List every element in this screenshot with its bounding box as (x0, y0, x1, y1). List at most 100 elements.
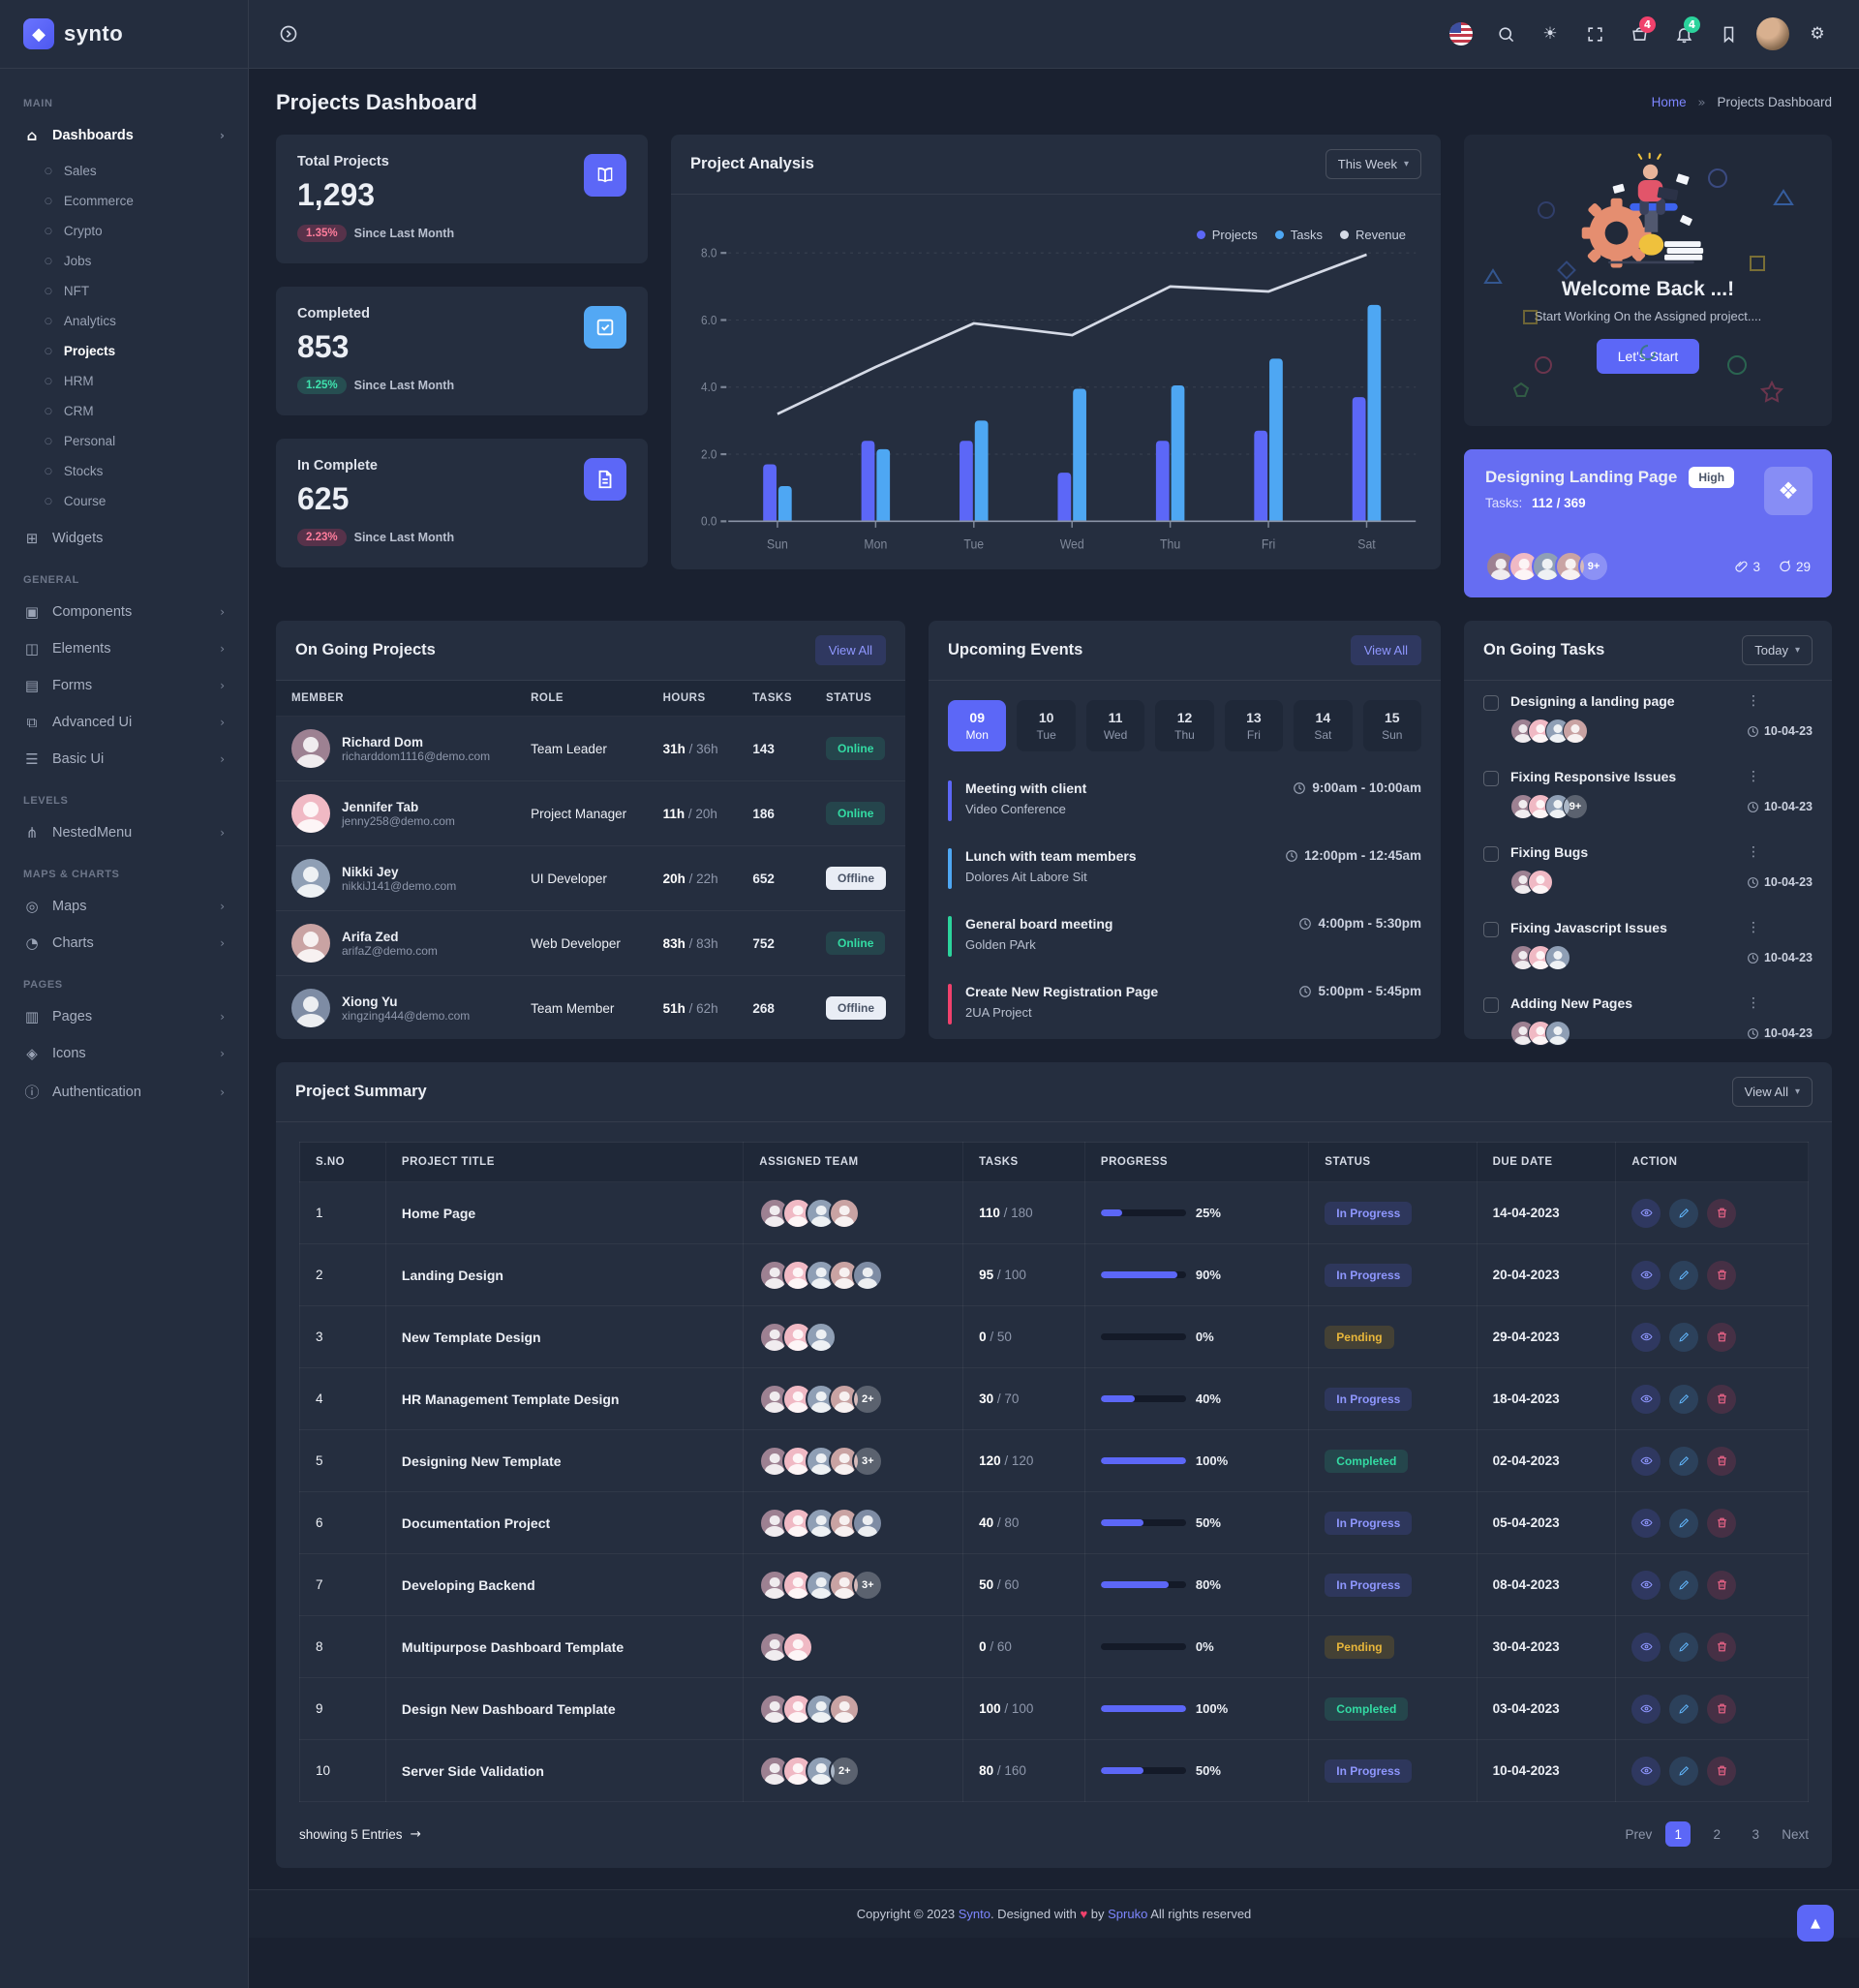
delete-button[interactable] (1707, 1632, 1737, 1662)
sidebar-item-advanced-ui[interactable]: ⧉ Advanced Ui › (0, 704, 248, 741)
event-date-10[interactable]: 10 Tue (1017, 700, 1076, 751)
view-button[interactable] (1631, 1508, 1661, 1538)
edit-button[interactable] (1669, 1322, 1699, 1352)
view-button[interactable] (1631, 1756, 1661, 1786)
pagination-page-3[interactable]: 3 (1752, 1826, 1759, 1842)
view-button[interactable] (1631, 1384, 1661, 1414)
delete-button[interactable] (1707, 1384, 1737, 1414)
edit-button[interactable] (1669, 1446, 1699, 1476)
footer-vendor-link[interactable]: Spruko (1108, 1907, 1148, 1921)
sidebar-item-elements[interactable]: ◫ Elements › (0, 630, 248, 667)
sidebar-item-basic-ui[interactable]: ☰ Basic Ui › (0, 741, 248, 778)
topbar: ☀ 4 4 ⚙ (249, 0, 1859, 69)
summary-view-all-select[interactable]: View All ▾ (1731, 1077, 1813, 1107)
sidebar-item-dashboards[interactable]: ⌂ Dashboards › (0, 117, 248, 154)
sidebar-subitem-stocks[interactable]: ○ Stocks (0, 456, 248, 486)
delete-button[interactable] (1707, 1508, 1737, 1538)
view-button[interactable] (1631, 1198, 1661, 1228)
task-checkbox[interactable] (1483, 922, 1499, 937)
delete-button[interactable] (1707, 1756, 1737, 1786)
task-checkbox[interactable] (1483, 695, 1499, 711)
view-button[interactable] (1631, 1446, 1661, 1476)
edit-button[interactable] (1669, 1198, 1699, 1228)
edit-button[interactable] (1669, 1260, 1699, 1290)
sidebar-item-pages[interactable]: ▥ Pages › (0, 998, 248, 1035)
edit-button[interactable] (1669, 1632, 1699, 1662)
kebab-menu-icon[interactable]: ⋮ (1746, 995, 1760, 1011)
ongoing-projects-view-all-button[interactable]: View All (814, 635, 886, 665)
scroll-to-top-button[interactable]: ▲ (1797, 1905, 1834, 1942)
sidebar-subitem-ecommerce[interactable]: ○ Ecommerce (0, 186, 248, 216)
edit-button[interactable] (1669, 1694, 1699, 1724)
pagination-prev[interactable]: Prev (1625, 1826, 1653, 1842)
sidebar-item-widgets[interactable]: ⊞ Widgets (0, 520, 248, 557)
edit-button[interactable] (1669, 1384, 1699, 1414)
breadcrumb-home[interactable]: Home (1651, 95, 1687, 109)
user-avatar[interactable] (1754, 15, 1791, 52)
language-flag-icon[interactable] (1443, 15, 1479, 52)
sidebar-item-authentication[interactable]: ⓘ Authentication › (0, 1072, 248, 1112)
task-checkbox[interactable] (1483, 997, 1499, 1013)
tasks-period-select[interactable]: Today ▾ (1742, 635, 1813, 665)
task-checkbox[interactable] (1483, 771, 1499, 786)
sidebar-subitem-personal[interactable]: ○ Personal (0, 426, 248, 456)
edit-button[interactable] (1669, 1570, 1699, 1600)
chart-period-select[interactable]: This Week ▾ (1325, 149, 1421, 179)
delete-button[interactable] (1707, 1198, 1737, 1228)
event-date-12[interactable]: 12 Thu (1155, 700, 1214, 751)
sidebar-toggle-icon[interactable] (272, 17, 305, 50)
sidebar-subitem-sales[interactable]: ○ Sales (0, 156, 248, 186)
events-view-all-button[interactable]: View All (1350, 635, 1421, 665)
sidebar-subitem-jobs[interactable]: ○ Jobs (0, 246, 248, 276)
sidebar-item-forms[interactable]: ▤ Forms › (0, 667, 248, 704)
sidebar-subitem-crm[interactable]: ○ CRM (0, 396, 248, 426)
view-button[interactable] (1631, 1694, 1661, 1724)
view-button[interactable] (1631, 1322, 1661, 1352)
event-date-13[interactable]: 13 Fri (1224, 700, 1284, 751)
kebab-menu-icon[interactable]: ⋮ (1746, 769, 1760, 784)
notifications-bell-icon[interactable]: 4 (1665, 15, 1702, 52)
settings-gear-icon[interactable]: ⚙ (1810, 24, 1825, 44)
theme-sun-icon[interactable]: ☀ (1542, 24, 1558, 44)
event-title: Lunch with team members (965, 848, 1137, 864)
sidebar-item-charts[interactable]: ◔ Charts › (0, 925, 248, 962)
sidebar-subitem-analytics[interactable]: ○ Analytics (0, 306, 248, 336)
cart-icon[interactable]: 4 (1621, 15, 1658, 52)
sidebar-item-nestedmenu[interactable]: ⋔ NestedMenu › (0, 814, 248, 851)
search-icon[interactable] (1487, 15, 1524, 52)
sidebar-subitem-crypto[interactable]: ○ Crypto (0, 216, 248, 246)
fullscreen-icon[interactable] (1576, 15, 1613, 52)
kebab-menu-icon[interactable]: ⋮ (1746, 844, 1760, 860)
sidebar-subitem-projects[interactable]: ○ Projects (0, 336, 248, 366)
view-button[interactable] (1631, 1260, 1661, 1290)
event-date-09[interactable]: 09 Mon (948, 700, 1007, 751)
footer-brand-link[interactable]: Synto (958, 1907, 990, 1921)
pagination-page-2[interactable]: 2 (1713, 1826, 1721, 1842)
view-button[interactable] (1631, 1632, 1661, 1662)
task-checkbox[interactable] (1483, 846, 1499, 862)
sidebar-subitem-hrm[interactable]: ○ HRM (0, 366, 248, 396)
sidebar-subitem-nft[interactable]: ○ NFT (0, 276, 248, 306)
lets-start-button[interactable]: Let's Start (1596, 339, 1700, 374)
edit-button[interactable] (1669, 1508, 1699, 1538)
sidebar-item-maps[interactable]: ◎ Maps › (0, 888, 248, 925)
delete-button[interactable] (1707, 1260, 1737, 1290)
brand[interactable]: ◆ synto (0, 0, 248, 69)
event-date-14[interactable]: 14 Sat (1294, 700, 1353, 751)
pagination-page-1[interactable]: 1 (1665, 1821, 1691, 1847)
view-button[interactable] (1631, 1570, 1661, 1600)
kebab-menu-icon[interactable]: ⋮ (1746, 920, 1760, 935)
delete-button[interactable] (1707, 1570, 1737, 1600)
event-date-11[interactable]: 11 Wed (1085, 700, 1145, 751)
sidebar-item-components[interactable]: ▣ Components › (0, 594, 248, 630)
event-date-15[interactable]: 15 Sun (1362, 700, 1421, 751)
sidebar-item-icons[interactable]: ◈ Icons › (0, 1035, 248, 1072)
delete-button[interactable] (1707, 1446, 1737, 1476)
delete-button[interactable] (1707, 1322, 1737, 1352)
edit-button[interactable] (1669, 1756, 1699, 1786)
kebab-menu-icon[interactable]: ⋮ (1746, 693, 1760, 709)
delete-button[interactable] (1707, 1694, 1737, 1724)
pagination-next[interactable]: Next (1782, 1826, 1809, 1842)
sidebar-subitem-course[interactable]: ○ Course (0, 486, 248, 516)
bookmark-icon[interactable] (1710, 15, 1747, 52)
